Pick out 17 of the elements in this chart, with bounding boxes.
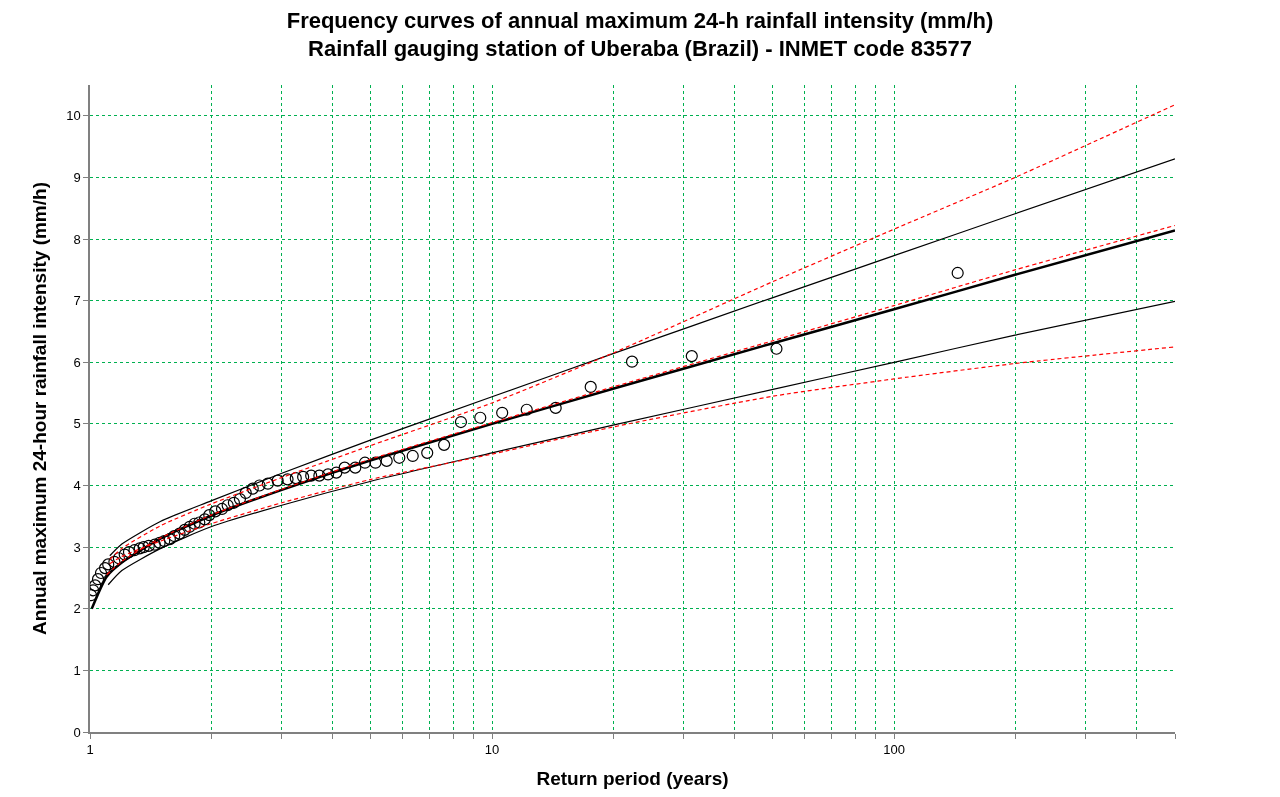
y-tick-label: 8 bbox=[73, 231, 81, 247]
y-tick-label: 3 bbox=[73, 539, 81, 555]
y-tick-label: 9 bbox=[73, 169, 81, 185]
y-axis-title: Annual maximum 24-hour rainfall intensity (mm/h) bbox=[28, 182, 50, 635]
x-tick-label: 100 bbox=[883, 742, 905, 758]
y-tick-label: 4 bbox=[73, 478, 81, 494]
y-tick-label: 5 bbox=[73, 416, 81, 432]
y-tick-label: 6 bbox=[73, 354, 81, 370]
chart-title: Frequency curves of annual maximum 24-h rainfall intensity (mm/h) Rainfall gauging station of Uberaba (Brazil) - INMET code 83577 bbox=[286, 7, 994, 62]
y-tick-label: 10 bbox=[66, 108, 81, 124]
y-tick-label: 1 bbox=[73, 662, 81, 678]
x-tick-label: 10 bbox=[484, 742, 500, 758]
y-tick-label: 7 bbox=[73, 293, 81, 309]
y-tick-label: 2 bbox=[73, 601, 81, 617]
y-tick-label: 0 bbox=[73, 724, 81, 740]
x-tick-label: 1 bbox=[86, 742, 94, 758]
x-axis-title: Return period (years) bbox=[536, 767, 729, 789]
